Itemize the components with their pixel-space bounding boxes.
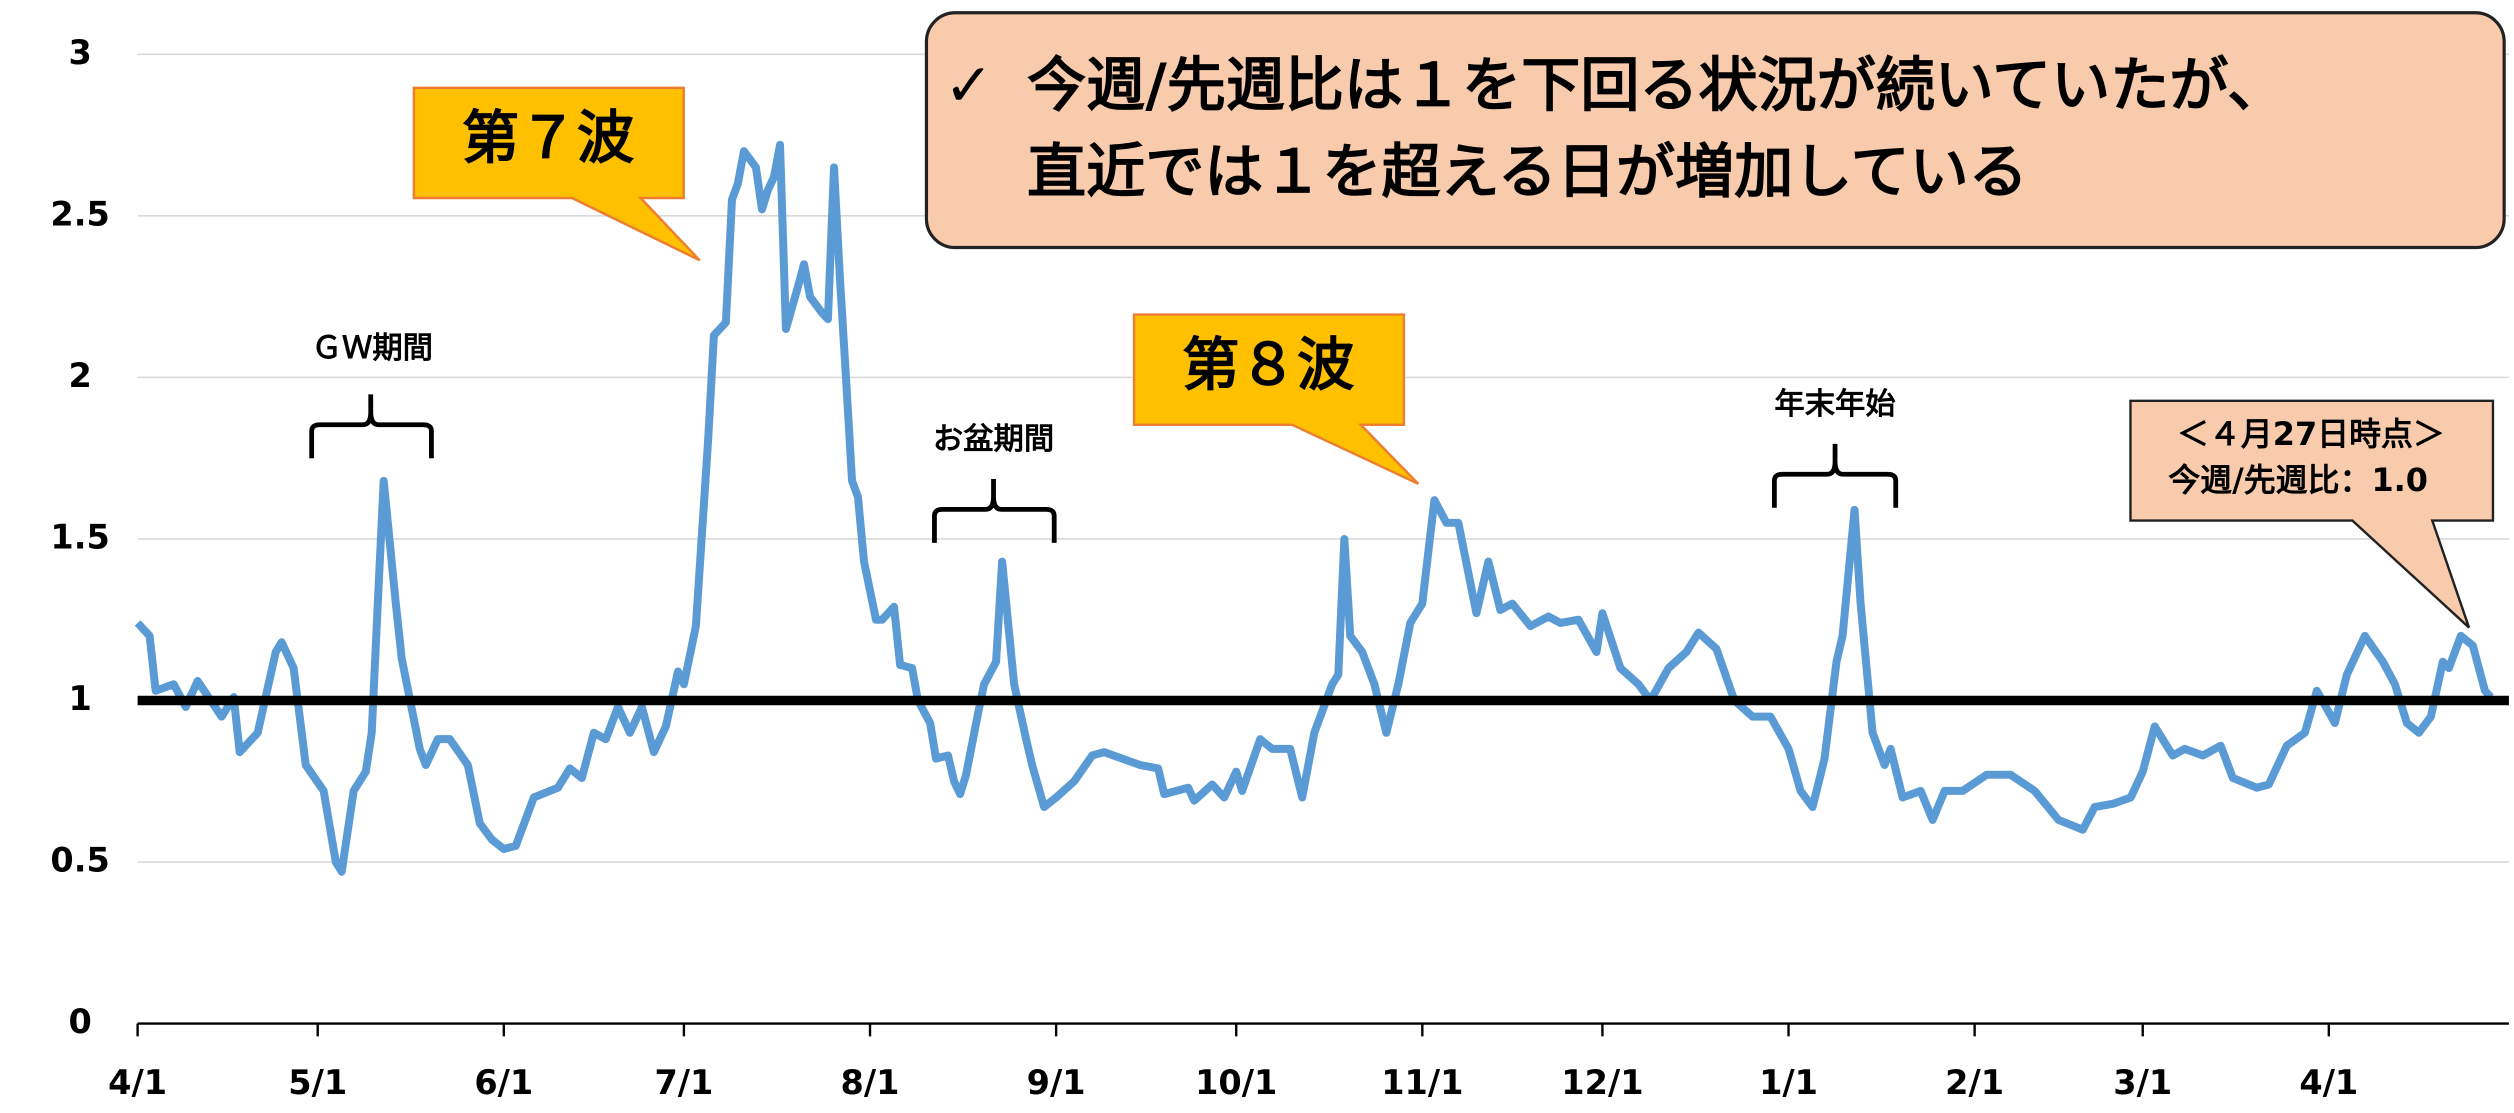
annotation: ＧＷ期間 [312,331,433,366]
annotation: 第８波 [1182,331,1355,398]
annotation: ＜４月27日時点＞ [2177,415,2445,453]
y-tick-label: 1.5 [50,517,109,556]
x-tick-label: 5/1 [288,1063,347,1102]
bracket [932,479,1057,543]
bracket [309,394,434,459]
x-tick-label: 9/1 [1027,1063,1086,1102]
callout [1132,313,1420,485]
x-tick-label: 4/1 [2299,1063,2358,1102]
annotation: お盆期間 [933,422,1054,457]
x-tick-label: 10/1 [1195,1063,1277,1102]
y-tick-label: 0 [68,1002,91,1041]
callout [412,86,701,262]
x-tick-label: 1/1 [1759,1063,1818,1102]
x-tick-label: 11/1 [1381,1063,1463,1102]
y-tick-label: 2.5 [50,194,109,233]
annotation: 第７波 [462,105,635,172]
summary-text: 直近では１を超える日が増加している [1027,137,2028,206]
y-tick-label: 1 [68,679,91,718]
plot [134,140,2509,876]
annotation: 今週/先週比：1.0 [2168,461,2428,499]
x-tick-label: 12/1 [1561,1063,1643,1102]
callout [2129,399,2495,629]
y-tick-label: 3 [68,33,91,72]
y-tick-label: 2 [68,356,91,395]
y-tick-label: 0.5 [50,841,109,880]
check-mark: ✓ [944,51,994,120]
summary-box [924,11,2506,250]
summary-text: 今週/先週比は１を下回る状況が続いていたが、 [1027,51,2286,120]
x-tick-label: 4/1 [108,1063,167,1102]
bracket [1771,443,1899,508]
x-tick-label: 2/1 [1945,1063,2004,1102]
data-line [134,140,2494,876]
x-tick-label: 8/1 [841,1063,900,1102]
x-tick-label: 3/1 [2113,1063,2172,1102]
x-tick-label: 7/1 [654,1063,713,1102]
x-tick-label: 6/1 [474,1063,533,1102]
annotation: 年末年始 [1774,387,1896,422]
